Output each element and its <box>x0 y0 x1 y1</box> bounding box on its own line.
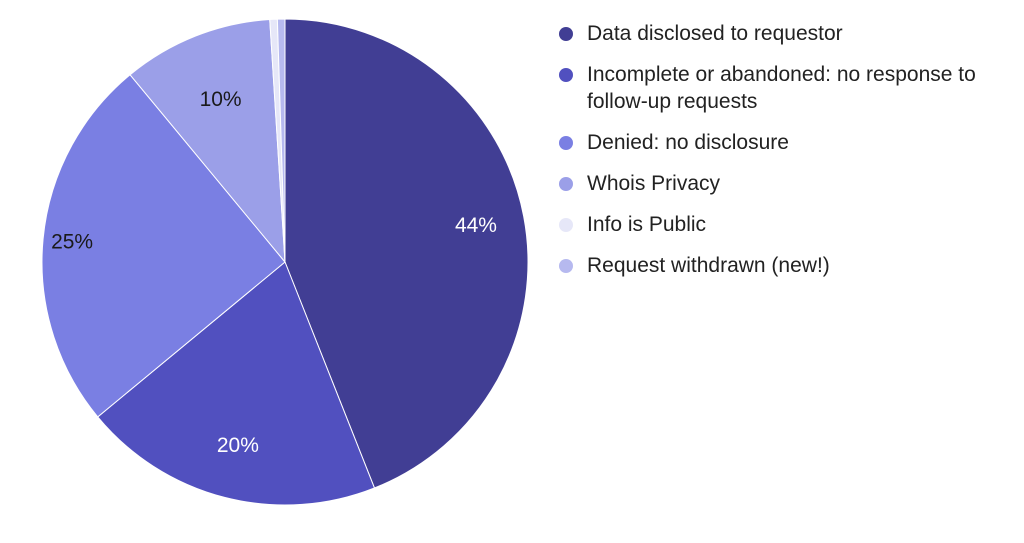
pie-slices <box>41 18 529 506</box>
pie-slice-3 <box>41 74 286 418</box>
legend-item-3: Denied: no disclosure <box>559 129 1014 156</box>
legend-item-1: Data disclosed to requestor <box>559 20 1014 47</box>
pie-slice-2 <box>97 261 376 506</box>
legend-swatch-icon <box>559 68 573 82</box>
legend-label: Whois Privacy <box>587 172 721 195</box>
legend-item-4: Whois Privacy <box>559 170 1014 197</box>
legend-label: Incomplete or abandoned: no response to … <box>587 63 976 113</box>
legend-label: Denied: no disclosure <box>587 131 789 154</box>
pie-slice-6 <box>276 18 286 263</box>
pie-data-labels: 44% 20% 25% 10% <box>51 88 497 457</box>
legend-swatch-icon <box>559 218 573 232</box>
pie-slice-1 <box>284 18 529 489</box>
legend-item-6: Request withdrawn (new!) <box>559 252 1014 279</box>
legend: Data disclosed to requestor Incomplete or… <box>559 20 1014 293</box>
legend-label: Data disclosed to requestor <box>587 22 843 45</box>
pie-slice-4 <box>129 18 286 264</box>
legend-label: Info is Public <box>587 213 707 236</box>
pie-data-label-2: 20% <box>217 434 259 457</box>
legend-item-2: Incomplete or abandoned: no response to … <box>559 61 1014 115</box>
pie-data-label-1: 44% <box>455 214 497 237</box>
legend-swatch-icon <box>559 27 573 41</box>
pie-data-label-3: 25% <box>51 230 93 253</box>
legend-swatch-icon <box>559 177 573 191</box>
legend-swatch-icon <box>559 136 573 150</box>
legend-label: Request withdrawn (new!) <box>587 254 830 277</box>
pie-data-label-4: 10% <box>200 88 242 111</box>
legend-item-5: Info is Public <box>559 211 1014 238</box>
legend-swatch-icon <box>559 259 573 273</box>
